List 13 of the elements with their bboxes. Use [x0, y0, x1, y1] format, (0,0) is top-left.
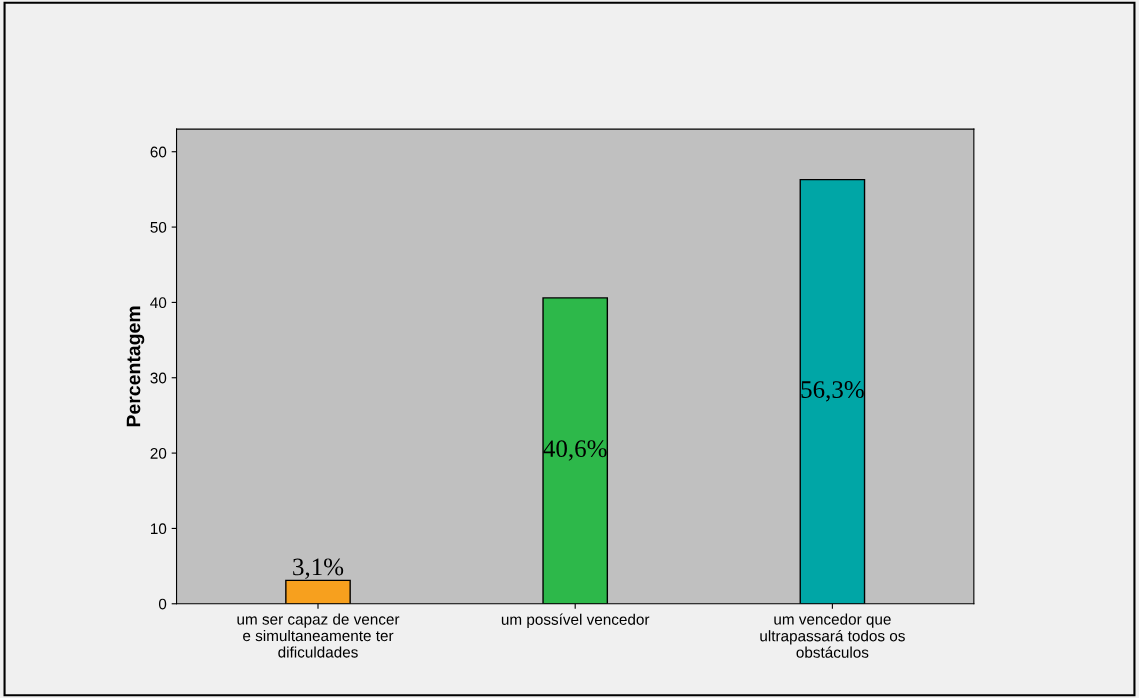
y-tick-label: 40 [150, 297, 167, 309]
x-tick-label: um possível vencedor [501, 613, 650, 628]
y-tick-label: 10 [151, 523, 167, 535]
y-tick-label: 30 [150, 372, 167, 384]
y-tick-label: 60 [150, 146, 167, 158]
data-label: 3,1% [293, 558, 344, 579]
data-label: 56,3% [801, 381, 864, 402]
y-tick-label: 20 [150, 447, 167, 459]
y-tick-label: 50 [150, 221, 167, 233]
y-axis-title: Percentagem [126, 306, 145, 427]
x-tick-label: um vencedor que ultrapassará todos os obstáculos [760, 613, 905, 658]
y-tick-label: 0 [158, 598, 167, 610]
x-tick-label: um ser capaz de vencer e simultaneamente ter dificuldades [237, 613, 400, 658]
